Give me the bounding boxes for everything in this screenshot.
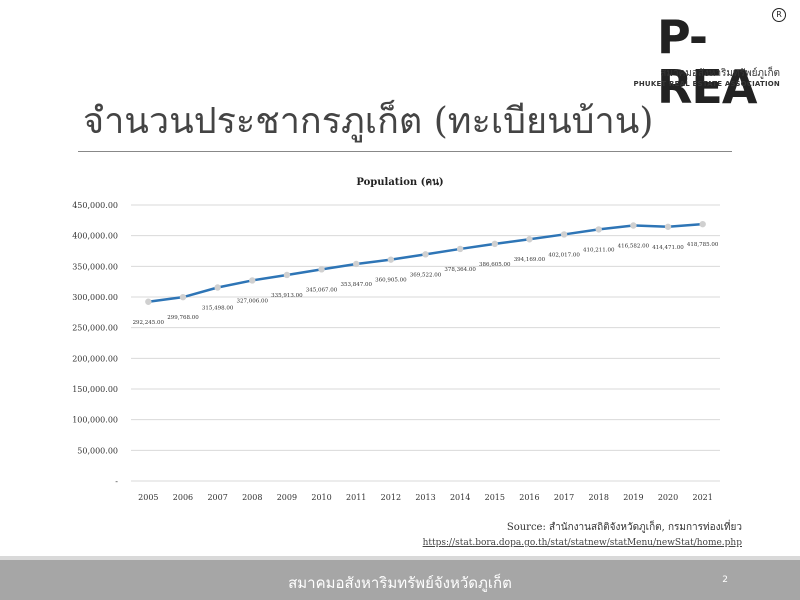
population-line-chart: Population (คน) - 50,000.00 100,000.00 150,0…: [72, 177, 720, 502]
data-point: [145, 298, 152, 305]
y-tick-label: 350,000.00: [72, 262, 118, 271]
x-tick-label: 2006: [173, 493, 193, 502]
data-point: [630, 222, 637, 229]
x-tick-label: 2017: [554, 493, 574, 502]
x-tick-label: 2011: [346, 493, 366, 502]
data-point: [387, 256, 395, 263]
logo-english-name: PHUKET REAL ESTATE ASSOCIATION: [633, 80, 780, 88]
data-point: [595, 226, 602, 233]
data-point: [526, 236, 533, 243]
data-point: [353, 260, 360, 268]
data-label: 315,498.00: [202, 305, 234, 311]
page-number: 2: [722, 575, 728, 585]
p-rea-logo: P-REA R สมาคมอสังหาริมทรัพย์ภูเก็ต PHUKE…: [634, 8, 786, 112]
title-divider: [78, 151, 732, 152]
data-label: 369,522.00: [410, 272, 442, 278]
data-point: [214, 284, 221, 291]
y-tick-label: 100,000.00: [72, 416, 118, 425]
data-label: 335,913.00: [271, 293, 303, 299]
data-point: [560, 231, 568, 238]
slide-title: จำนวนประชากรภูเก็ต (ทะเบียนบ้าน): [83, 101, 654, 142]
data-label: 418,785.00: [687, 242, 719, 248]
x-tick-label: 2014: [450, 493, 470, 502]
data-label: 414,471.00: [652, 245, 684, 251]
data-point: [318, 266, 325, 273]
x-tick-label: 2010: [311, 493, 331, 502]
x-tick-label: 2016: [519, 493, 539, 502]
data-label: 353,847.00: [340, 282, 372, 288]
x-tick-label: 2018: [589, 493, 609, 502]
y-tick-label: 200,000.00: [72, 354, 118, 363]
x-tick-label: 2007: [207, 493, 227, 502]
y-tick-label: 450,000.00: [72, 201, 118, 210]
x-tick-label: 2013: [415, 493, 435, 502]
data-label: 292,245.00: [133, 320, 165, 326]
data-point: [664, 223, 672, 230]
footer-accent-strip: [0, 556, 800, 560]
data-point: [491, 240, 498, 248]
data-label: 299,768.00: [167, 315, 199, 321]
data-point: [699, 220, 706, 228]
y-tick-label: 300,000.00: [72, 293, 118, 302]
data-label: 360,905.00: [375, 278, 407, 284]
x-tick-label: 2012: [381, 493, 401, 502]
data-label: 402,017.00: [548, 252, 580, 258]
data-label: 378,364.00: [444, 267, 476, 273]
data-point: [456, 245, 464, 253]
source-citation: Source: สำนักงานสถิติจังหวัดภูเก็ต, กรมก…: [506, 522, 742, 533]
x-tick-label: 2015: [485, 493, 505, 502]
data-point: [249, 277, 256, 284]
x-tick-label: 2020: [658, 493, 678, 502]
y-tick-label: 250,000.00: [72, 324, 118, 333]
logo-thai-name: สมาคมอสังหาริมทรัพย์ภูเก็ต: [660, 68, 780, 79]
x-tick-label: 2021: [692, 493, 712, 502]
data-label: 386,605.00: [479, 262, 511, 268]
footer-bar: [0, 556, 800, 600]
y-tick-label: 150,000.00: [72, 385, 118, 394]
y-tick-label: 50,000.00: [77, 446, 118, 455]
data-point: [283, 271, 291, 279]
x-tick-label: 2019: [623, 493, 643, 502]
logo-wordmark: P-REA: [657, 10, 757, 114]
source-url-link[interactable]: https://stat.bora.dopa.go.th/stat/statne…: [422, 538, 742, 548]
x-tick-label: 2008: [242, 493, 262, 502]
data-label: 410,211.00: [583, 247, 615, 253]
x-tick-label: 2005: [138, 493, 158, 502]
data-point: [179, 293, 187, 301]
data-label: 394,169.00: [514, 257, 546, 263]
x-tick-label: 2009: [277, 493, 297, 502]
data-label: 345,067.00: [306, 287, 338, 293]
data-point: [422, 251, 429, 258]
data-label: 416,582.00: [618, 243, 650, 249]
y-tick-label: 400,000.00: [72, 232, 118, 241]
y-tick-label: -: [115, 477, 118, 486]
data-label: 327,006.00: [237, 298, 269, 304]
footer-organization: สมาคมอสังหาริมทรัพย์จังหวัดภูเก็ต: [288, 574, 512, 592]
chart-title: Population (คน): [356, 177, 443, 188]
registered-mark: R: [772, 8, 786, 22]
